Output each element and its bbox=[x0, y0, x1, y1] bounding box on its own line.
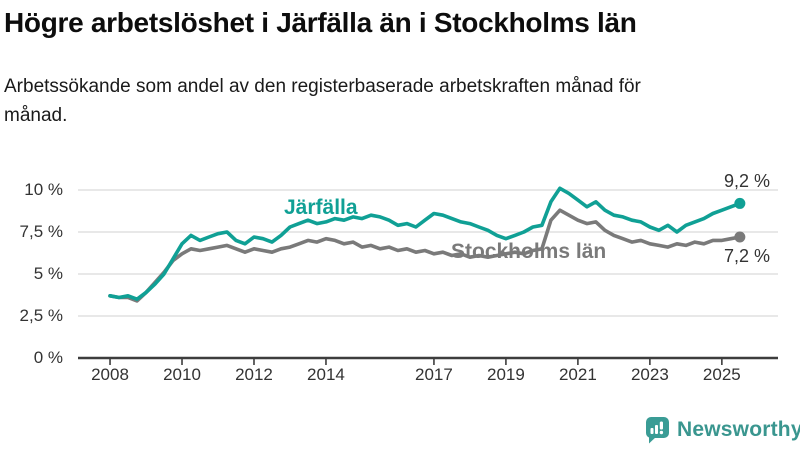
x-tick-label-2025: 2025 bbox=[702, 365, 741, 384]
x-tick-label-2010: 2010 bbox=[163, 365, 201, 384]
y-tick-label-10: 10 % bbox=[24, 179, 63, 199]
chart-title: Högre arbetslöshet i Järfälla än i Stock… bbox=[4, 7, 637, 38]
x-tick-label-2023: 2023 bbox=[630, 365, 669, 384]
x-tick-label-2012: 2012 bbox=[235, 365, 273, 384]
newsworthy-logo[interactable]: Newsworthy bbox=[645, 415, 800, 445]
newsworthy-logo-text: Newsworthy bbox=[677, 418, 800, 441]
x-tick-label-2014: 2014 bbox=[307, 365, 345, 384]
y-tick-label-0: 0 % bbox=[33, 348, 63, 367]
x-tick-label-2021: 2021 bbox=[558, 365, 597, 384]
series-label-stockholms-lan: Stockholms län bbox=[451, 240, 607, 263]
x-tick-label-2017: 2017 bbox=[415, 365, 453, 384]
chart-subtitle: Arbetssökande som andel av den registerb… bbox=[4, 76, 641, 126]
y-tick-label-7-5: 7,5 % bbox=[19, 221, 63, 241]
x-tick-label-2019: 2019 bbox=[486, 365, 525, 384]
newsworthy-logo-icon bbox=[646, 417, 669, 444]
y-tick-label-5: 5 % bbox=[33, 263, 63, 283]
end-value-label-jarfalla: 9,2 % bbox=[723, 171, 770, 191]
series-label-jarfalla: Järfälla bbox=[284, 196, 358, 219]
end-value-label-stockholms-lan: 7,2 % bbox=[723, 246, 770, 266]
y-tick-label-2-5: 2,5 % bbox=[19, 305, 63, 325]
x-tick-label-2008: 2008 bbox=[91, 365, 129, 384]
